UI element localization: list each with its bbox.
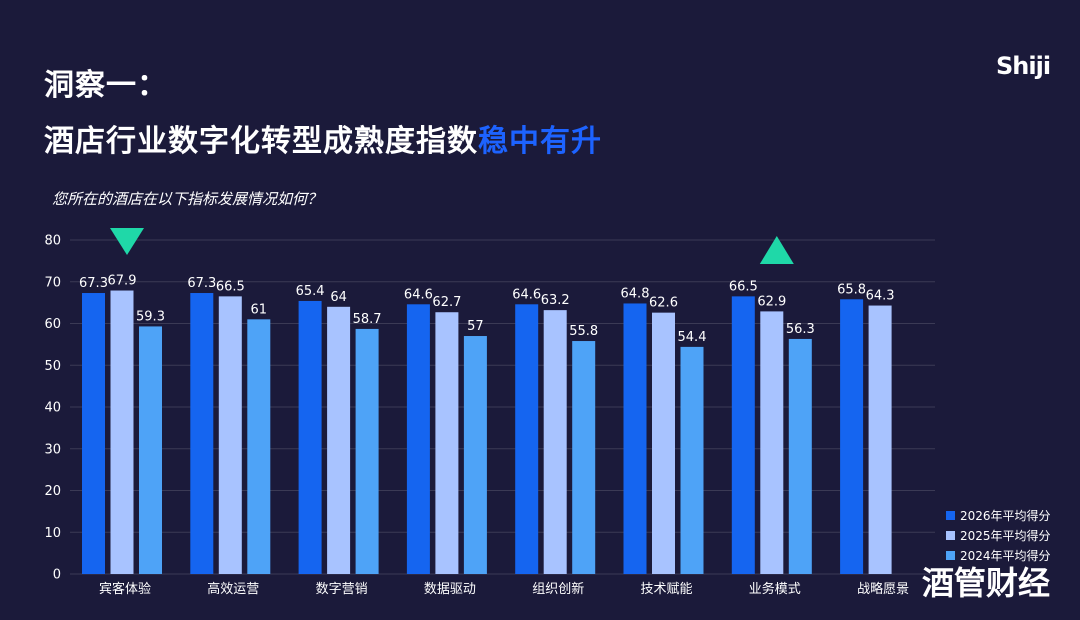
data-label: 63.2 xyxy=(541,293,570,308)
bar xyxy=(190,293,214,574)
marker-triangle-down xyxy=(110,228,144,255)
bar xyxy=(218,296,242,574)
data-label: 62.6 xyxy=(649,296,678,311)
bar xyxy=(623,303,647,574)
bar xyxy=(247,319,271,574)
x-tick-label: 数据驱动 xyxy=(424,582,476,597)
legend-label: 2024年平均得分 xyxy=(960,548,1051,563)
data-label: 67.3 xyxy=(79,276,108,291)
y-tick-label: 80 xyxy=(44,234,61,249)
title-main-text: 酒店行业数字化转型成熟度指数 xyxy=(44,124,478,159)
y-tick-label: 10 xyxy=(44,526,61,541)
data-label: 64.6 xyxy=(404,287,433,302)
data-label: 65.4 xyxy=(296,284,325,299)
page-title-line2: 酒店行业数字化转型成熟度指数稳中有升 xyxy=(44,116,602,160)
bar xyxy=(139,326,162,574)
data-label: 66.5 xyxy=(216,279,245,294)
bar xyxy=(435,312,459,574)
legend-label: 2025年平均得分 xyxy=(960,528,1051,543)
bar xyxy=(731,296,755,574)
x-tick-label: 业务模式 xyxy=(749,581,801,597)
bar xyxy=(355,328,379,574)
bar xyxy=(463,336,487,574)
data-label: 65.8 xyxy=(837,282,866,297)
y-tick-label: 20 xyxy=(44,484,61,499)
data-label: 64.3 xyxy=(866,289,895,304)
bar xyxy=(652,312,675,574)
bar xyxy=(82,293,105,574)
bar xyxy=(515,304,539,574)
bar xyxy=(327,306,351,574)
legend-swatch xyxy=(946,531,955,540)
legend-swatch xyxy=(946,511,955,520)
bar xyxy=(788,338,812,574)
data-label: 62.7 xyxy=(432,295,461,310)
x-tick-label: 高效运营 xyxy=(207,581,259,597)
data-label: 57 xyxy=(467,319,484,334)
data-label: 64.6 xyxy=(512,287,541,302)
data-label: 59.3 xyxy=(136,309,165,324)
y-tick-label: 40 xyxy=(44,401,61,416)
x-tick-label: 数字营销 xyxy=(316,582,368,597)
legend-swatch xyxy=(946,551,955,560)
data-label: 54.4 xyxy=(678,330,707,345)
data-label: 55.8 xyxy=(569,324,598,339)
data-label: 62.9 xyxy=(757,294,786,309)
data-label: 56.3 xyxy=(786,322,815,337)
data-label: 61 xyxy=(251,302,268,317)
bar xyxy=(543,310,567,574)
marker-triangle-up xyxy=(759,236,794,264)
bar xyxy=(760,311,784,574)
x-tick-label: 战略愿景 xyxy=(857,581,909,597)
bar xyxy=(840,299,864,574)
title-highlight-text: 稳中有升 xyxy=(478,124,602,159)
bar xyxy=(572,341,596,574)
y-tick-label: 0 xyxy=(53,568,61,583)
legend-label: 2026年平均得分 xyxy=(960,508,1051,523)
data-label: 58.7 xyxy=(353,312,382,327)
x-tick-label: 技术赋能 xyxy=(640,582,692,597)
data-label: 66.5 xyxy=(729,279,758,294)
y-tick-label: 30 xyxy=(44,442,61,457)
data-label: 67.9 xyxy=(108,274,137,289)
bar xyxy=(110,290,134,574)
y-tick-label: 70 xyxy=(44,275,61,290)
data-label: 67.3 xyxy=(187,276,216,291)
bar xyxy=(680,346,704,574)
bar xyxy=(298,300,322,574)
bar xyxy=(868,305,892,574)
x-tick-label: 组织创新 xyxy=(532,581,584,597)
shiji-logo: Shiji xyxy=(996,52,1051,80)
chart-title: 您所在的酒店在以下指标发展情况如何？ xyxy=(52,190,323,208)
data-label: 64 xyxy=(330,290,347,305)
y-tick-label: 50 xyxy=(44,359,61,374)
y-tick-label: 60 xyxy=(44,317,61,332)
watermark-text: 酒管财经 xyxy=(922,564,1051,602)
page-title-line1: 洞察一： xyxy=(44,68,168,103)
bar xyxy=(406,304,430,574)
data-label: 64.8 xyxy=(621,286,650,301)
x-tick-label: 宾客体验 xyxy=(99,581,151,597)
